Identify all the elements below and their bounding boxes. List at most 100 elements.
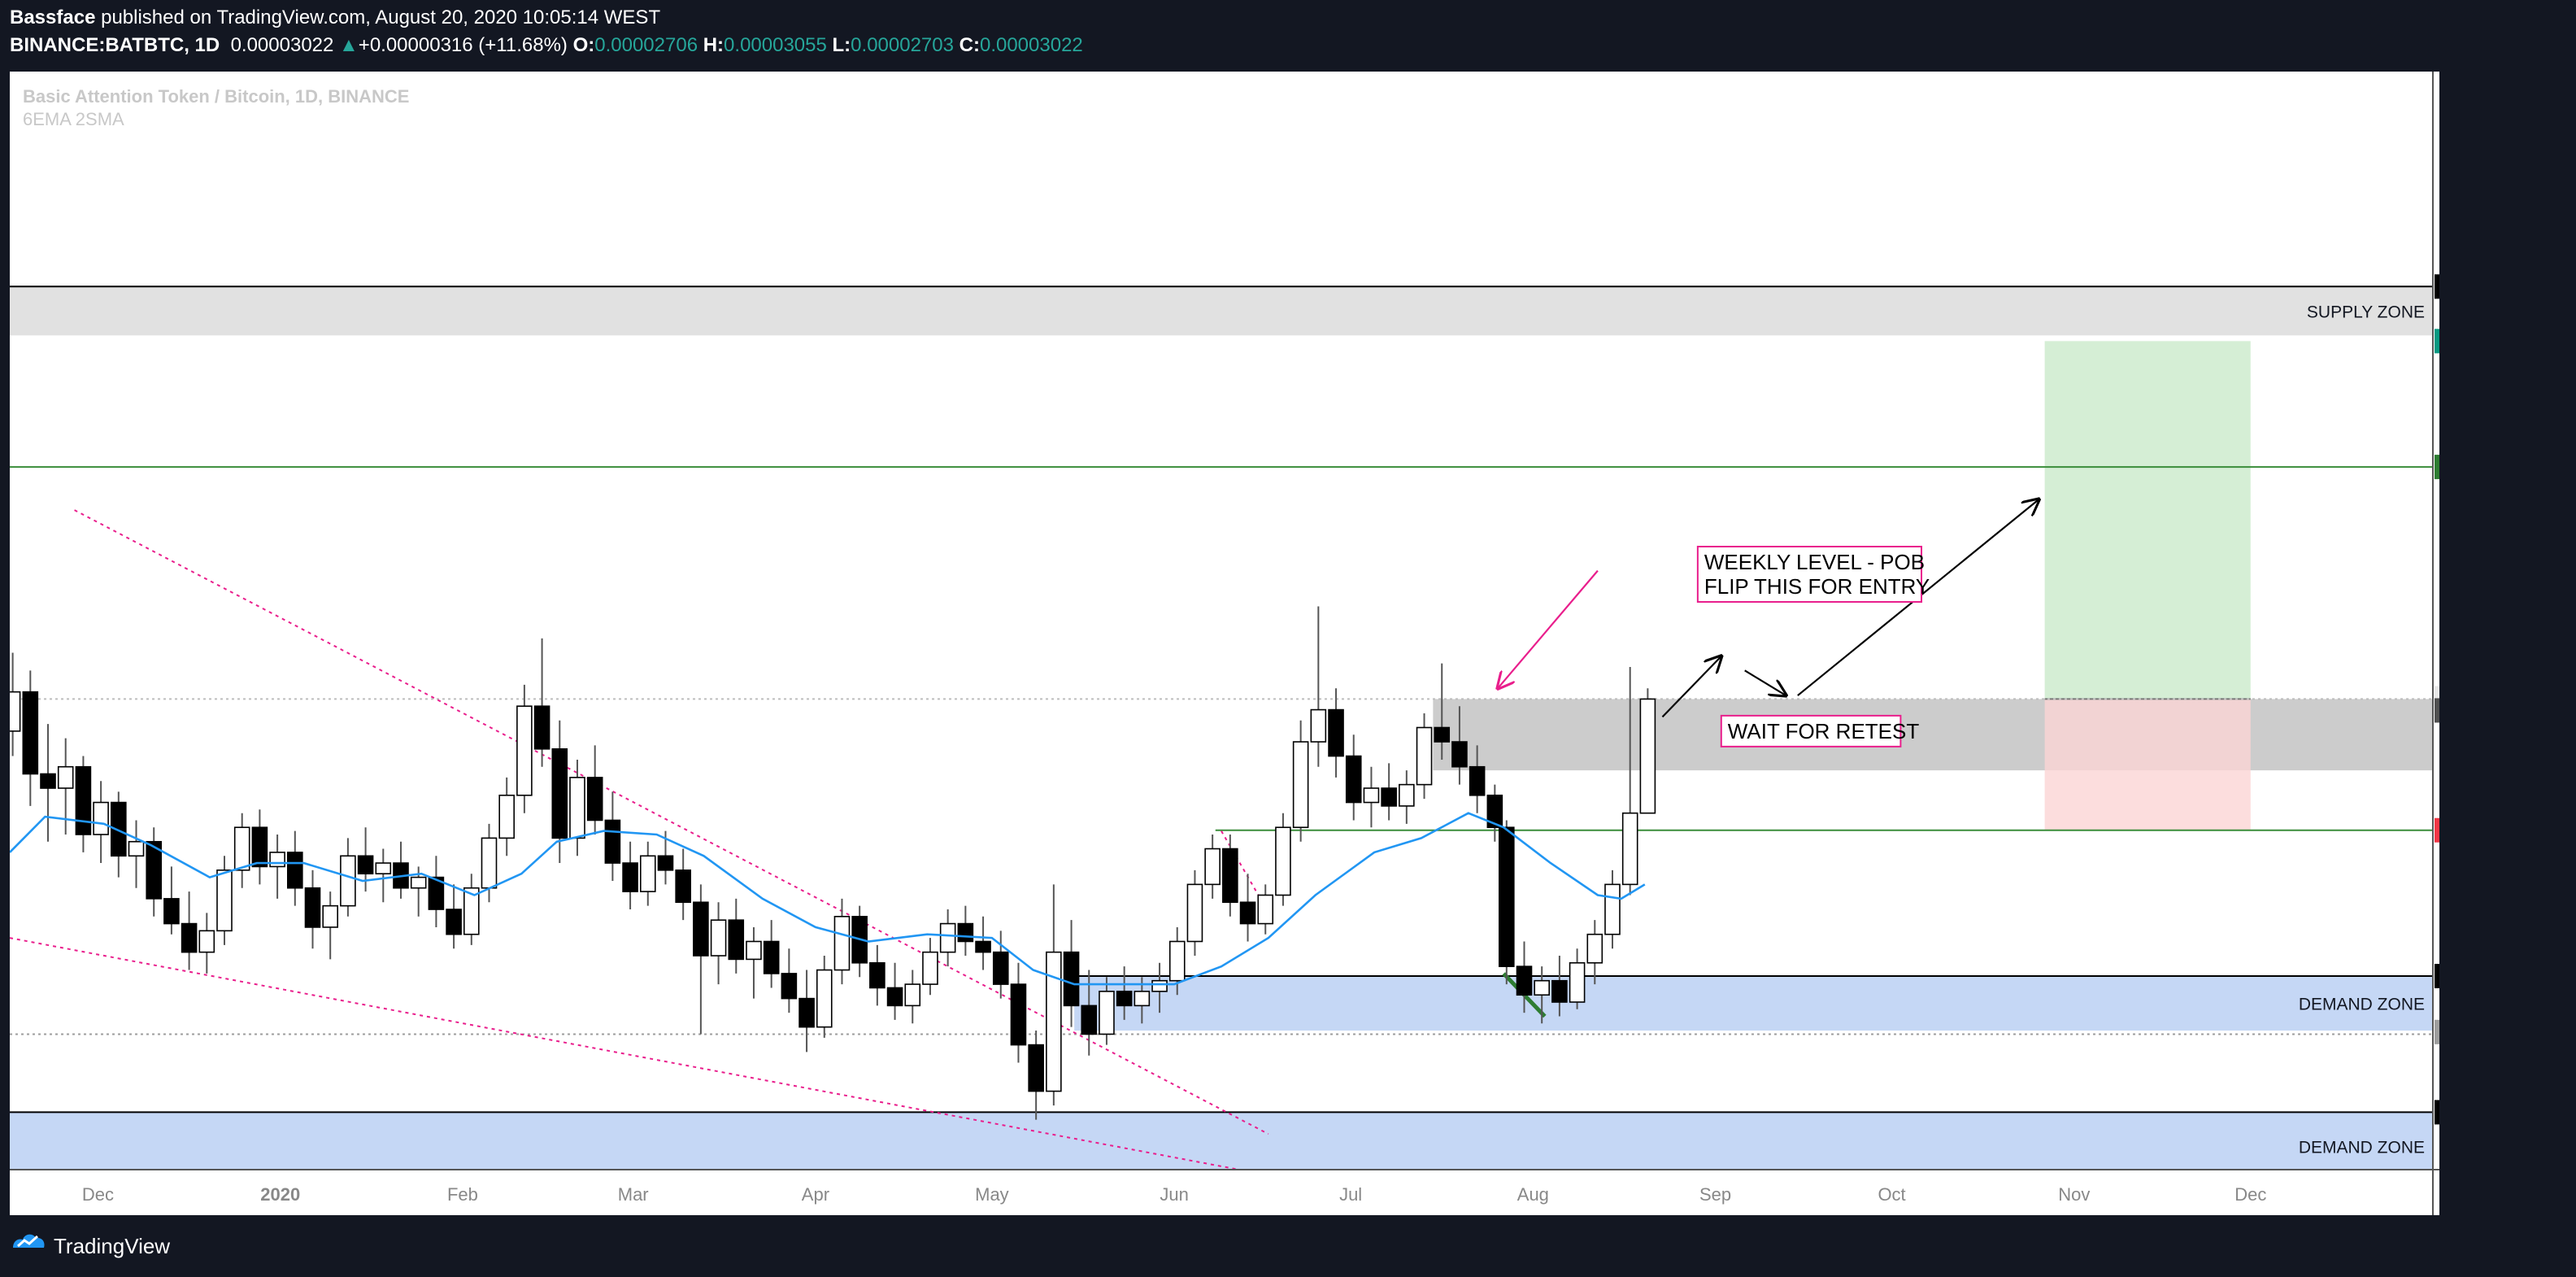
- target-zone: [2044, 341, 2251, 700]
- stop-zone: [2044, 699, 2251, 830]
- candle-body: [1275, 826, 1291, 896]
- symbol-line: BINANCE:BATBTC, 1D 0.00003022 ▲+0.000003…: [10, 34, 1083, 57]
- candle-body: [992, 951, 1009, 985]
- candle-body: [22, 691, 39, 775]
- chart-subtitle: 6EMA 2SMA: [23, 109, 124, 129]
- last-price: 0.00003022: [230, 34, 334, 56]
- candle-body: [1310, 708, 1327, 743]
- annotation-box: [1696, 546, 1923, 604]
- price-change: +0.00000316 (+11.68%): [358, 34, 568, 56]
- candle-body: [1222, 848, 1238, 904]
- chart-area[interactable]: WEEKLY LEVEL - POB FLIP THIS FOR ENTRY WAI…: [10, 72, 2439, 1215]
- candle-body: [693, 901, 709, 957]
- x-tick-label: 2020: [260, 1184, 300, 1205]
- candle-body: [798, 997, 815, 1028]
- candle-body: [481, 837, 498, 889]
- candle-body: [1363, 787, 1380, 804]
- candle-body: [657, 855, 674, 871]
- candle-body: [1499, 826, 1515, 967]
- candle-body: [1328, 708, 1344, 757]
- candle-body: [340, 855, 356, 907]
- author-name[interactable]: Bassface: [10, 7, 96, 28]
- weekly-level-zone: [1433, 699, 2433, 771]
- candle-body: [1204, 848, 1221, 886]
- candle-body: [763, 940, 780, 974]
- candle-body: [1099, 991, 1115, 1035]
- candle-body: [886, 987, 903, 1007]
- candle-body: [586, 777, 603, 822]
- zone-label: DEMAND ZONE: [2299, 1138, 2425, 1157]
- candle-body: [1010, 983, 1027, 1046]
- candle-body: [322, 904, 338, 928]
- candle-body: [1586, 933, 1603, 964]
- candle-body: [1151, 979, 1168, 992]
- x-tick-label: Apr: [802, 1184, 829, 1205]
- candle-body: [233, 826, 250, 871]
- zone-label: SUPPLY ZONE: [2307, 303, 2425, 321]
- candle-body: [446, 909, 462, 935]
- low-label: L:: [832, 34, 851, 56]
- price-label-badge: [2435, 817, 2439, 843]
- tradingview-logo-icon[interactable]: [10, 1230, 47, 1253]
- candle-body: [1416, 726, 1433, 786]
- x-tick-label: Jun: [1160, 1184, 1188, 1205]
- annotation-text: WAIT FOR RETEST: [1728, 719, 1920, 743]
- x-tick-label: Mar: [618, 1184, 649, 1205]
- candle-body: [1028, 1044, 1044, 1092]
- candle-body: [728, 919, 745, 961]
- candle-body: [781, 973, 798, 1000]
- x-tick-label: Dec: [2234, 1184, 2266, 1205]
- trendline: [10, 937, 1239, 1170]
- candle-body: [1534, 979, 1550, 996]
- close-label: C:: [959, 34, 980, 56]
- candle-body: [904, 983, 921, 1007]
- tradingview-brand[interactable]: TradingView: [54, 1234, 171, 1258]
- publish-line: Bassface published on TradingView.com, A…: [10, 7, 660, 29]
- candle-body: [816, 969, 833, 1028]
- candle-body: [746, 940, 762, 961]
- candle-body: [181, 922, 198, 953]
- candle-body: [287, 852, 303, 889]
- candle-body: [1551, 979, 1568, 1003]
- ema-line: [10, 812, 1646, 986]
- candle-body: [1168, 940, 1186, 982]
- candle-body: [533, 705, 550, 750]
- candle-body: [1381, 787, 1397, 807]
- price-label-badge: [2435, 1100, 2439, 1125]
- supply-zone: [10, 286, 2433, 336]
- candle-body: [216, 869, 233, 932]
- candle-body: [93, 801, 109, 835]
- candle-body: [10, 691, 21, 732]
- open-value: 0.00002706: [594, 34, 698, 56]
- annotation-text: WEEKLY LEVEL - POB: [1704, 550, 1925, 574]
- demand-zone: [1074, 975, 2433, 1031]
- candle-body: [975, 940, 991, 953]
- open-label: O:: [572, 34, 595, 56]
- footer-bar: [0, 1215, 2576, 1277]
- annotation-box: [1720, 714, 1902, 747]
- chart-title: Basic Attention Token / Bitcoin, 1D, BIN…: [23, 86, 409, 107]
- x-tick-label: Feb: [447, 1184, 478, 1205]
- symbol-name[interactable]: BINANCE:BATBTC, 1D: [10, 34, 220, 56]
- candle-body: [1604, 883, 1621, 935]
- candle-body: [569, 777, 585, 839]
- candle-body: [1516, 965, 1533, 996]
- price-label-badge: [2435, 1019, 2439, 1044]
- candle-body: [1469, 765, 1486, 796]
- annotation-text: FLIP THIS FOR ENTRY: [1704, 574, 1930, 599]
- candle-body: [1639, 698, 1656, 814]
- annotation-arrow: [1661, 656, 1721, 718]
- candle-body: [1239, 901, 1256, 925]
- candle-body: [146, 840, 163, 900]
- candle-body: [1569, 961, 1586, 1003]
- candle-body: [498, 794, 515, 839]
- candle-body: [1292, 741, 1309, 829]
- trendline: [1221, 830, 1264, 903]
- candle-body: [1186, 883, 1203, 943]
- candle-body: [1451, 741, 1468, 768]
- x-tick-label: Sep: [1699, 1184, 1731, 1205]
- annotation-arrow: [1744, 669, 1786, 695]
- candle-body: [639, 855, 656, 892]
